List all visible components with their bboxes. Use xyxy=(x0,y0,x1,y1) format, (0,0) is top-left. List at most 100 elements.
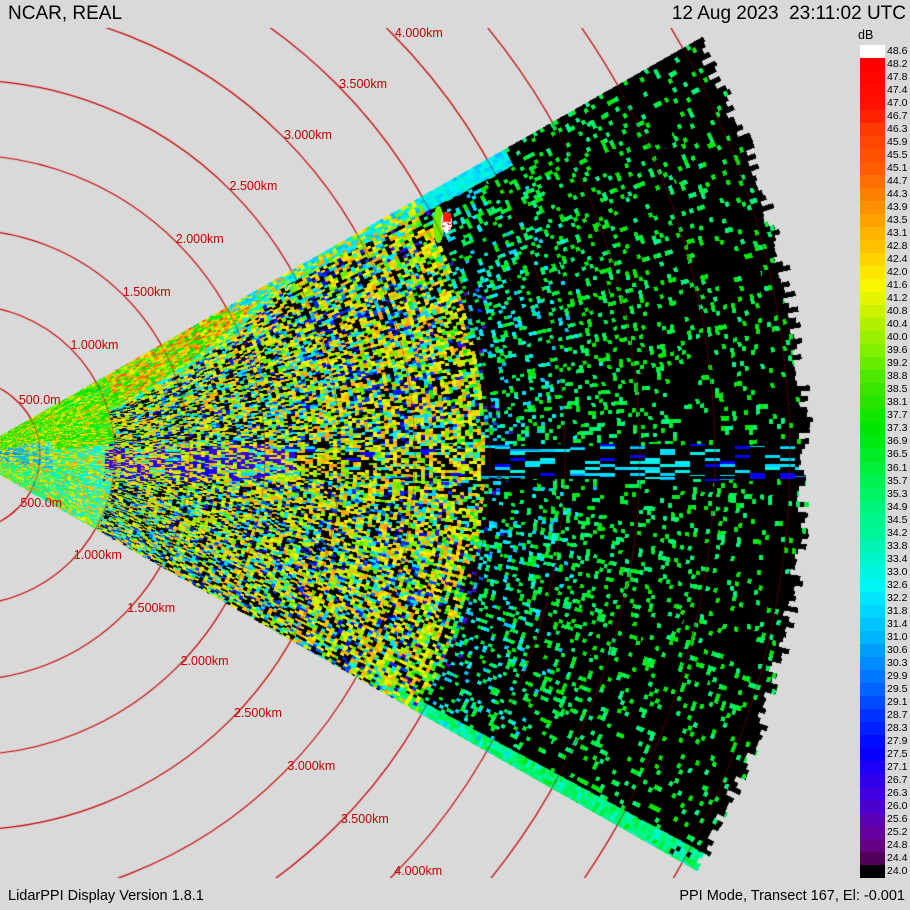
colorbar-tick-label: 29.9 xyxy=(887,669,908,682)
colorbar-tick-label: 30.3 xyxy=(887,656,908,669)
timestamp: 12 Aug 2023 23:11:02 UTC xyxy=(671,3,906,24)
colorbar-cell xyxy=(860,318,885,332)
colorbar-tick-label: 45.5 xyxy=(887,149,908,162)
colorbar-cell xyxy=(860,643,885,657)
colorbar-cell xyxy=(860,539,885,553)
range-ring-label-upper: 500.0m xyxy=(18,392,61,407)
range-ring-label-upper: 2.000km xyxy=(175,231,224,246)
range-ring-label-upper: 1.000km xyxy=(70,338,119,353)
colorbar-tick-label: 25.6 xyxy=(887,812,908,825)
colorbar-tick-label: 34.5 xyxy=(887,513,908,526)
colorbar-cell xyxy=(860,292,885,306)
colorbar-cell xyxy=(860,84,885,98)
colorbar-cell xyxy=(860,266,885,280)
colorbar-tick-label: 36.1 xyxy=(887,461,908,474)
colorbar-tick-label: 36.5 xyxy=(887,448,908,461)
range-ring-label-upper: 4.000km xyxy=(394,26,443,41)
colorbar-tick-label: 27.9 xyxy=(887,734,908,747)
colorbar-tick-label: 40.4 xyxy=(887,318,908,331)
colorbar-cell xyxy=(860,799,885,813)
colorbar-cell xyxy=(860,71,885,85)
colorbar-tick-label: 33.8 xyxy=(887,539,908,552)
colorbar-tick-label: 34.2 xyxy=(887,526,908,539)
colorbar-tick-label: 27.5 xyxy=(887,747,908,760)
colorbar-cell xyxy=(860,721,885,735)
page-title: NCAR, REAL xyxy=(8,3,123,24)
colorbar-tick-label: 43.5 xyxy=(887,214,908,227)
colorbar-tick-label: 32.2 xyxy=(887,591,908,604)
ppi-scan-display xyxy=(0,0,910,882)
colorbar-cell xyxy=(860,253,885,267)
colorbar-tick-label: 42.0 xyxy=(887,266,908,279)
colorbar-cell xyxy=(860,773,885,787)
colorbar-cell xyxy=(860,435,885,449)
colorbar-tick-label: 46.7 xyxy=(887,110,908,123)
colorbar-cell xyxy=(860,864,885,878)
colorbar-cell xyxy=(860,500,885,514)
colorbar-cell xyxy=(860,370,885,384)
scan-mode-text: PPI Mode, Transect 167, El: -0.001 xyxy=(679,888,905,904)
colorbar-cell xyxy=(860,617,885,631)
colorbar-tick-label: 48.2 xyxy=(887,58,908,71)
colorbar-cell xyxy=(860,45,885,59)
colorbar-tick-label: 35.7 xyxy=(887,474,908,487)
colorbar-cell xyxy=(860,786,885,800)
colorbar-tick-label: 47.4 xyxy=(887,84,908,97)
colorbar-cell xyxy=(860,747,885,761)
colorbar-tick-label: 36.9 xyxy=(887,435,908,448)
colorbar-tick-label: 24.4 xyxy=(887,851,908,864)
range-ring-label-lower: 500.0m xyxy=(20,495,63,510)
colorbar-tick-label: 43.9 xyxy=(887,201,908,214)
colorbar-tick-label: 37.7 xyxy=(887,409,908,422)
colorbar-cell xyxy=(860,162,885,176)
colorbar-cell xyxy=(860,331,885,345)
colorbar-tick-label: 26.3 xyxy=(887,786,908,799)
range-ring-label-upper: 3.000km xyxy=(283,127,332,142)
colorbar-tick-label: 42.4 xyxy=(887,253,908,266)
colorbar-cell xyxy=(860,188,885,202)
colorbar-cell xyxy=(860,474,885,488)
colorbar-cell xyxy=(860,487,885,501)
colorbar-tick-label: 38.1 xyxy=(887,396,908,409)
colorbar-cell xyxy=(860,123,885,137)
colorbar-tick-label: 33.4 xyxy=(887,552,908,565)
colorbar-tick-label: 26.0 xyxy=(887,799,908,812)
colorbar-tick-label: 25.2 xyxy=(887,825,908,838)
colorbar-cell xyxy=(860,630,885,644)
colorbar-cell xyxy=(860,305,885,319)
colorbar-tick-label: 32.6 xyxy=(887,578,908,591)
colorbar-cell xyxy=(860,214,885,228)
colorbar-cell xyxy=(860,565,885,579)
colorbar-tick-label: 28.3 xyxy=(887,721,908,734)
colorbar-cell xyxy=(860,422,885,436)
colorbar-cell xyxy=(860,513,885,527)
colorbar-cell xyxy=(860,812,885,826)
colorbar-cell xyxy=(860,851,885,865)
colorbar-cell xyxy=(860,526,885,540)
colorbar-cell xyxy=(860,201,885,215)
range-ring-label-lower: 1.000km xyxy=(73,548,122,563)
colorbar-cell xyxy=(860,461,885,475)
colorbar-cell xyxy=(860,58,885,72)
colorbar-tick-label: 27.1 xyxy=(887,760,908,773)
colorbar xyxy=(860,45,885,878)
colorbar-cell xyxy=(860,240,885,254)
range-ring-label-upper: 1.500km xyxy=(122,284,171,299)
colorbar-cell xyxy=(860,136,885,150)
colorbar-tick-label: 41.6 xyxy=(887,279,908,292)
colorbar-tick-label: 30.6 xyxy=(887,643,908,656)
colorbar-tick-label: 24.8 xyxy=(887,838,908,851)
colorbar-tick-label: 39.6 xyxy=(887,344,908,357)
colorbar-tick-label: 37.3 xyxy=(887,422,908,435)
range-ring-label-upper: 3.500km xyxy=(339,76,388,91)
colorbar-cell xyxy=(860,591,885,605)
colorbar-cell xyxy=(860,825,885,839)
colorbar-tick-label: 31.8 xyxy=(887,604,908,617)
colorbar-tick-label: 38.8 xyxy=(887,370,908,383)
colorbar-tick-label: 46.3 xyxy=(887,123,908,136)
colorbar-cell xyxy=(860,227,885,241)
colorbar-cell xyxy=(860,708,885,722)
colorbar-tick-label: 35.3 xyxy=(887,487,908,500)
colorbar-cell xyxy=(860,97,885,111)
